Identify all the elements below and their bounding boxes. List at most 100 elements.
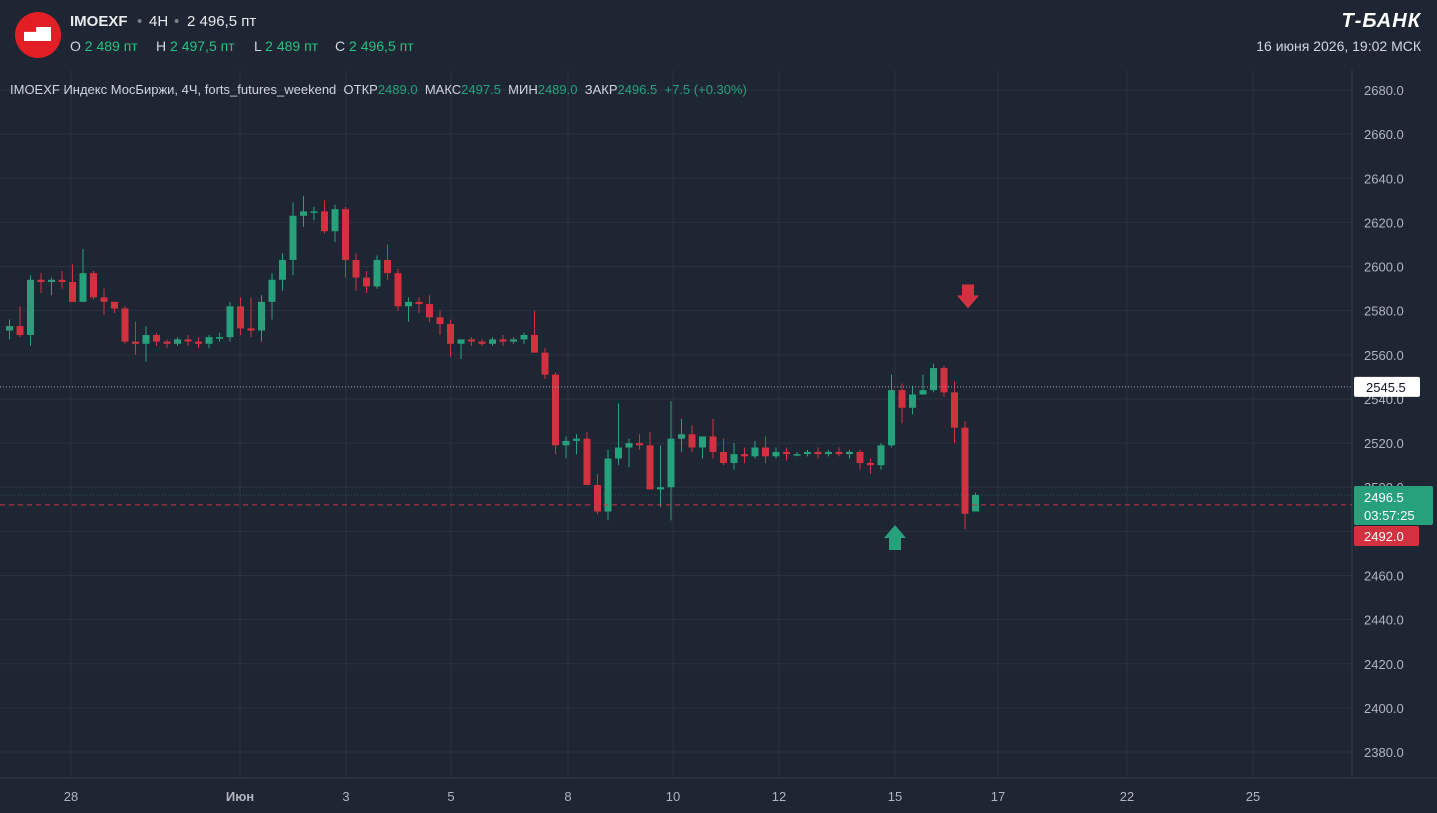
countdown-text: 03:57:25 (1364, 508, 1415, 523)
candle-up (216, 337, 223, 339)
candle-up (457, 339, 465, 344)
legend-title: IMOEXF Индекс МосБиржи, 4Ч, forts_future… (10, 82, 337, 97)
candle-down (709, 436, 717, 452)
candle-down (195, 341, 202, 344)
candle-up (909, 394, 916, 408)
x-tick-label: 12 (772, 789, 786, 804)
moex-logo-icon (15, 12, 61, 58)
candle-down (814, 451, 822, 455)
candle-up (615, 447, 622, 459)
candle-down (741, 454, 748, 457)
y-tick-label: 2640.0 (1364, 171, 1404, 186)
symbol-title[interactable]: IMOEXF (70, 13, 128, 30)
candle-up (919, 390, 927, 395)
ohlc-high: H 2 497,5 пт (156, 38, 235, 54)
candle-down (342, 209, 349, 260)
y-tick-label: 2600.0 (1364, 260, 1404, 275)
y-tick-label: 2560.0 (1364, 348, 1404, 363)
dotted-line-price-text: 2545.5 (1366, 380, 1406, 395)
candle-up (289, 215, 297, 260)
candle-down (447, 323, 454, 344)
timeframe-label[interactable]: 4H (149, 13, 169, 30)
x-tick-label: 22 (1120, 789, 1134, 804)
dotted-line-price-badge (1354, 376, 1420, 397)
candle-down (37, 279, 45, 282)
y-tick-label: 2620.0 (1364, 215, 1404, 230)
candle-down (583, 438, 591, 486)
x-tick-label: 28 (64, 789, 78, 804)
x-tick-label: 17 (991, 789, 1005, 804)
candle-down (478, 341, 486, 344)
candlestick-chart[interactable]: 2380.02400.02420.02440.02460.02480.02500… (0, 70, 1437, 813)
datetime-label: 16 июня 2026, 19:02 МСК (1256, 38, 1421, 54)
candle-up (573, 438, 580, 441)
candle-down (636, 443, 643, 446)
candle-down (867, 462, 874, 466)
y-tick-label: 2520.0 (1364, 436, 1404, 451)
candle-up (205, 337, 213, 344)
candle-down (594, 485, 601, 512)
candle-up (562, 440, 570, 446)
candle-down (111, 301, 118, 309)
x-tick-label: 3 (342, 789, 349, 804)
candle-down (898, 390, 906, 408)
candle-down (58, 279, 66, 282)
candle-up (730, 454, 738, 463)
candle-down (394, 273, 402, 307)
candle-up (930, 368, 937, 391)
y-tick-label: 2460.0 (1364, 569, 1404, 584)
candle-up (6, 326, 13, 331)
candle-down (783, 451, 790, 455)
candle-down (100, 297, 108, 302)
candle-down (321, 211, 328, 232)
candle-up (804, 451, 811, 455)
candle-down (247, 328, 255, 331)
candle-up (793, 454, 801, 456)
candle-down (835, 451, 843, 455)
candle-up (27, 279, 34, 335)
sell-arrow-icon (957, 284, 979, 309)
candle-up (751, 447, 759, 457)
candle-up (520, 334, 528, 340)
candle-up (331, 209, 339, 232)
candle-down (237, 306, 244, 329)
separator-dot: • (174, 13, 180, 30)
candle-up (604, 458, 612, 512)
candle-up (279, 259, 286, 280)
y-tick-label: 2580.0 (1364, 304, 1404, 319)
candle-down (940, 368, 948, 393)
x-tick-label: 8 (564, 789, 571, 804)
candle-down (426, 304, 433, 318)
candle-down (531, 334, 538, 353)
candle-down (132, 341, 139, 344)
candle-down (541, 352, 549, 375)
candle-up (48, 279, 55, 282)
dashed-line-price-text: 2492.0 (1364, 529, 1404, 544)
candle-down (856, 451, 864, 463)
legend-change: +7.5 (+0.30%) (664, 82, 747, 97)
candle-up (510, 339, 517, 342)
candle-down (384, 259, 391, 274)
y-tick-label: 2380.0 (1364, 745, 1404, 760)
chart-legend: IMOEXF Индекс МосБиржи, 4Ч, forts_future… (10, 82, 747, 97)
candle-down (646, 445, 654, 490)
candle-up (310, 211, 318, 213)
candle-up (268, 279, 276, 302)
candle-up (174, 339, 181, 344)
candle-up (699, 436, 706, 448)
candle-down (184, 339, 192, 342)
y-tick-label: 2660.0 (1364, 127, 1404, 142)
candle-down (415, 301, 423, 305)
candle-down (363, 277, 370, 287)
last-price: 2 496,5 пт (187, 13, 257, 30)
brand-logo: Т-БАНК (1341, 10, 1421, 32)
candle-down (552, 374, 559, 446)
current-price-text: 2496.5 (1364, 490, 1404, 505)
candle-down (163, 341, 171, 344)
candle-down (90, 273, 97, 298)
candle-down (436, 317, 444, 324)
candle-down (468, 339, 475, 342)
candle-up (300, 211, 307, 216)
ohlc-close: C 2 496,5 пт (335, 38, 414, 54)
candle-down (499, 339, 507, 342)
